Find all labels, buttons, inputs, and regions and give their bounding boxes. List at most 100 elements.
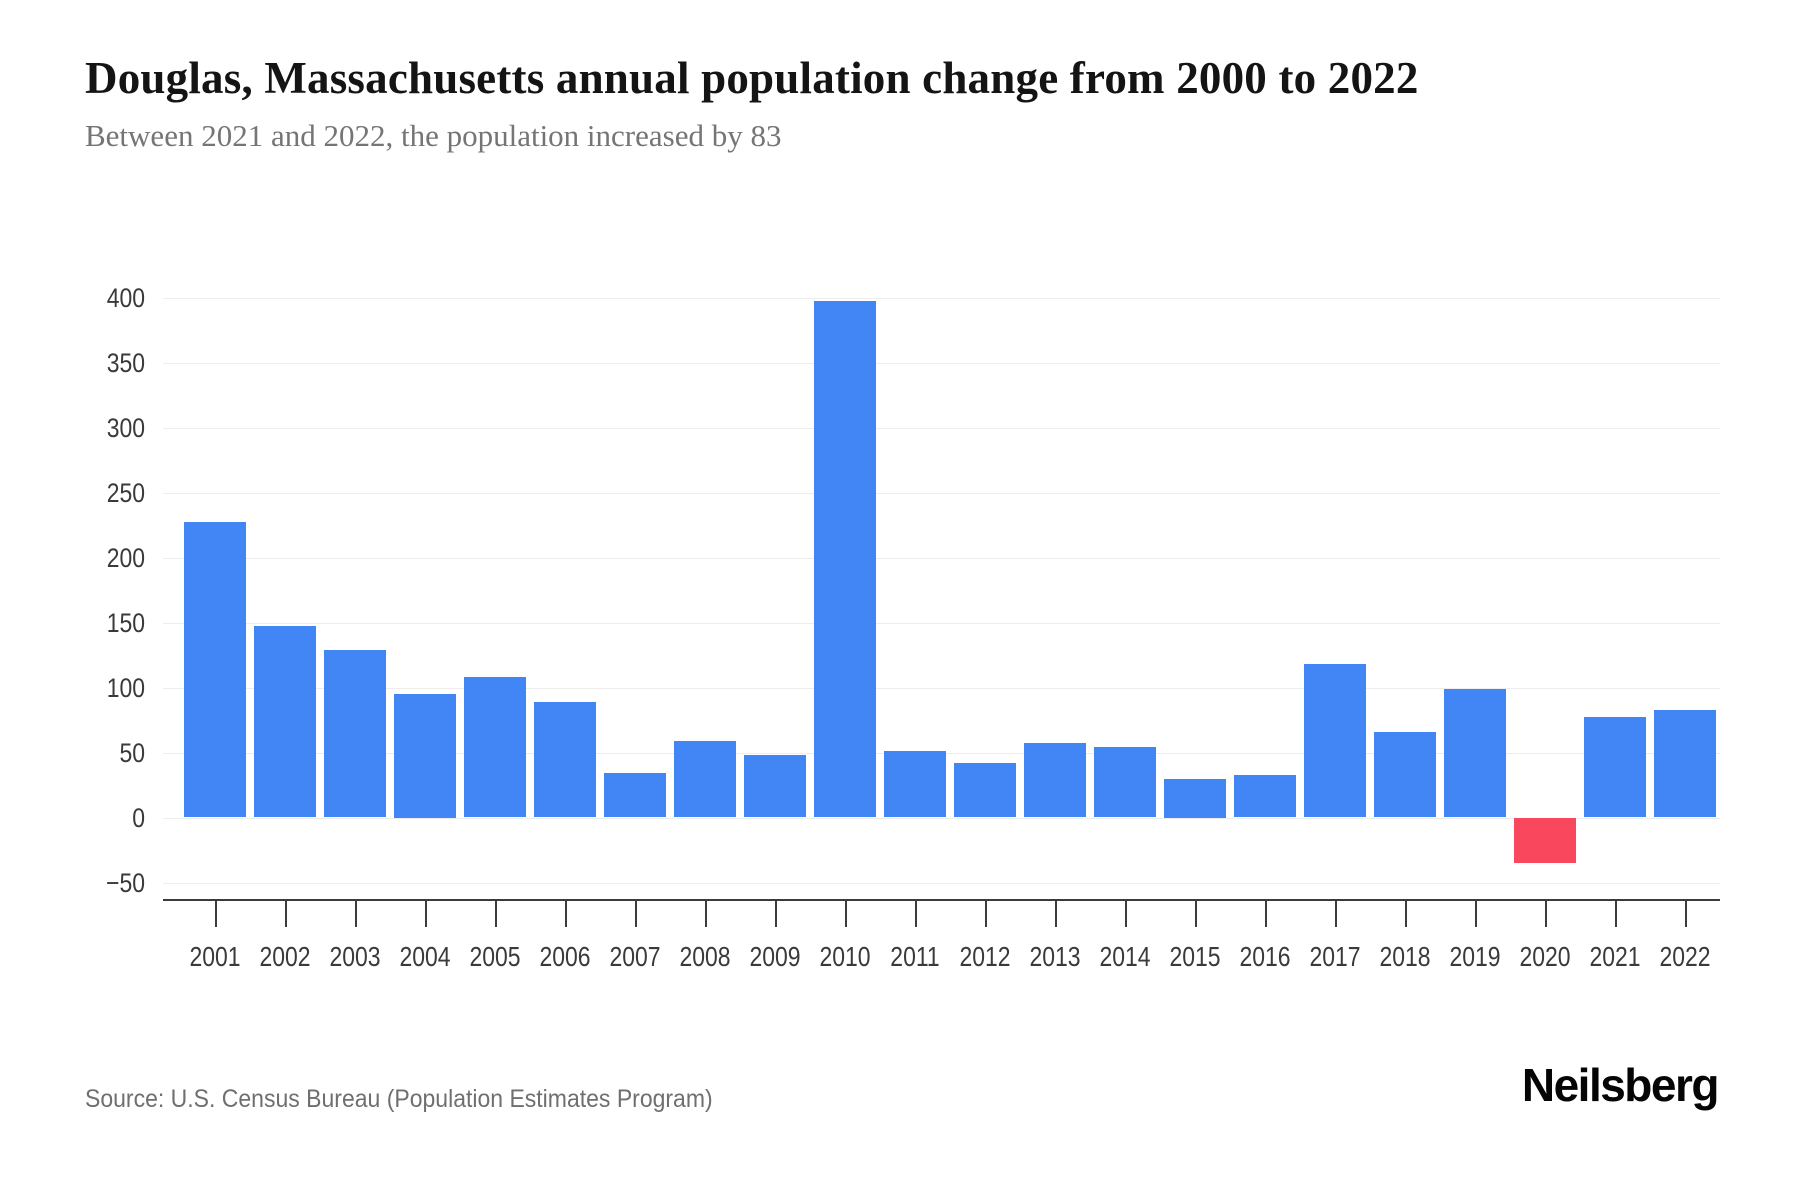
- x-axis-tick-2004: [425, 900, 427, 927]
- x-axis-label-2008: 2008: [679, 941, 731, 972]
- x-axis-tick-2019: [1475, 900, 1477, 927]
- y-axis-label-200: 200: [106, 542, 145, 573]
- x-axis-label-2022: 2022: [1659, 941, 1711, 972]
- bar-2005[interactable]: [464, 677, 526, 818]
- y-axis-label-350: 350: [106, 347, 145, 378]
- x-axis-label-2020: 2020: [1519, 941, 1571, 972]
- x-axis-tick-2016: [1265, 900, 1267, 927]
- x-axis-label-2007: 2007: [609, 941, 661, 972]
- x-axis-label-2002: 2002: [259, 941, 311, 972]
- x-axis-line: [163, 899, 1720, 901]
- column-2018: 2018: [1370, 250, 1440, 972]
- x-axis-tick-2010: [845, 900, 847, 927]
- column-2002: 2002: [250, 250, 320, 972]
- x-axis-tick-2009: [775, 900, 777, 927]
- column-2015: 2015: [1160, 250, 1230, 972]
- x-axis-tick-2015: [1195, 900, 1197, 927]
- x-axis-tick-2011: [915, 900, 917, 927]
- bar-2003[interactable]: [324, 649, 386, 818]
- x-axis-label-2018: 2018: [1379, 941, 1431, 972]
- column-2008: 2008: [670, 250, 740, 972]
- x-axis-label-2001: 2001: [189, 941, 241, 972]
- x-axis-tick-2017: [1335, 900, 1337, 927]
- bar-2011[interactable]: [884, 751, 946, 818]
- bar-2002[interactable]: [254, 626, 316, 818]
- bar-2006[interactable]: [534, 701, 596, 818]
- bar-2021[interactable]: [1584, 717, 1646, 818]
- x-axis-label-2009: 2009: [749, 941, 801, 972]
- gridline-300: [163, 427, 1720, 429]
- bar-2017[interactable]: [1304, 664, 1366, 818]
- gridline-100: [163, 687, 1720, 689]
- gridline--50: [163, 882, 1720, 884]
- y-axis-label--50: −50: [106, 867, 145, 898]
- bar-2018[interactable]: [1374, 731, 1436, 818]
- column-2013: 2013: [1020, 250, 1090, 972]
- bar-2015[interactable]: [1164, 778, 1226, 818]
- gridline-250: [163, 492, 1720, 494]
- x-axis-label-2019: 2019: [1449, 941, 1501, 972]
- bar-2008[interactable]: [674, 740, 736, 818]
- y-axis-label-400: 400: [106, 282, 145, 313]
- y-axis-label-100: 100: [106, 672, 145, 703]
- column-2021: 2021: [1580, 250, 1650, 972]
- column-2004: 2004: [390, 250, 460, 972]
- column-2020: 2020: [1510, 250, 1580, 972]
- bar-2019[interactable]: [1444, 688, 1506, 818]
- column-2009: 2009: [740, 250, 810, 972]
- column-2022: 2022: [1650, 250, 1720, 972]
- x-axis-tick-2014: [1125, 900, 1127, 927]
- x-axis-label-2012: 2012: [959, 941, 1011, 972]
- x-axis-label-2004: 2004: [399, 941, 451, 972]
- column-2011: 2011: [880, 250, 950, 972]
- x-axis-label-2003: 2003: [329, 941, 381, 972]
- gridline-150: [163, 622, 1720, 624]
- bar-2016[interactable]: [1234, 774, 1296, 818]
- chart-subtitle: Between 2021 and 2022, the population in…: [85, 118, 782, 153]
- x-axis-label-2016: 2016: [1239, 941, 1291, 972]
- column-2019: 2019: [1440, 250, 1510, 972]
- column-2003: 2003: [320, 250, 390, 972]
- column-2016: 2016: [1230, 250, 1300, 972]
- x-axis-label-2011: 2011: [890, 941, 940, 972]
- x-axis-tick-2022: [1685, 900, 1687, 927]
- bars-layer: 2001 2002 2003 2004 2005 2006 2007 2008 2009 2010…: [180, 250, 1720, 972]
- y-axis-label-150: 150: [106, 607, 145, 638]
- column-2006: 2006: [530, 250, 600, 972]
- bar-2020[interactable]: [1514, 817, 1576, 863]
- x-axis-tick-2006: [565, 900, 567, 927]
- y-axis-label-0: 0: [132, 802, 145, 833]
- bar-2022[interactable]: [1654, 709, 1716, 818]
- x-axis-label-2021: 2021: [1589, 941, 1641, 972]
- x-axis-tick-2008: [705, 900, 707, 927]
- x-axis-label-2017: 2017: [1309, 941, 1361, 972]
- bar-2009[interactable]: [744, 755, 806, 818]
- x-axis-label-2005: 2005: [469, 941, 521, 972]
- column-2014: 2014: [1090, 250, 1160, 972]
- gridline-400: [163, 297, 1720, 299]
- bar-chart-plot: 400 350 300 250 200 150 100 50 0 −50 2001 2002 2003 2…: [106, 250, 1720, 972]
- x-axis-tick-2013: [1055, 900, 1057, 927]
- x-axis-tick-2018: [1405, 900, 1407, 927]
- bar-2007[interactable]: [604, 773, 666, 818]
- column-2007: 2007: [600, 250, 670, 972]
- x-axis-tick-2001: [215, 900, 217, 927]
- bar-2014[interactable]: [1094, 747, 1156, 818]
- x-axis-label-2013: 2013: [1029, 941, 1081, 972]
- x-axis-label-2014: 2014: [1099, 941, 1151, 972]
- bar-2010[interactable]: [814, 301, 876, 818]
- brand-logo: Neilsberg: [1521, 1059, 1720, 1111]
- chart-title: Douglas, Massachusetts annual population…: [85, 53, 1419, 103]
- column-2005: 2005: [460, 250, 530, 972]
- gridline-0: [163, 817, 1720, 819]
- bar-2013[interactable]: [1024, 743, 1086, 818]
- bar-2001[interactable]: [184, 522, 246, 818]
- bar-2004[interactable]: [394, 694, 456, 818]
- column-2010: 2010: [810, 250, 880, 972]
- x-axis-label-2015: 2015: [1169, 941, 1221, 972]
- bar-2012[interactable]: [954, 762, 1016, 818]
- x-axis-tick-2005: [495, 900, 497, 927]
- gridline-350: [163, 362, 1720, 364]
- x-axis-tick-2012: [985, 900, 987, 927]
